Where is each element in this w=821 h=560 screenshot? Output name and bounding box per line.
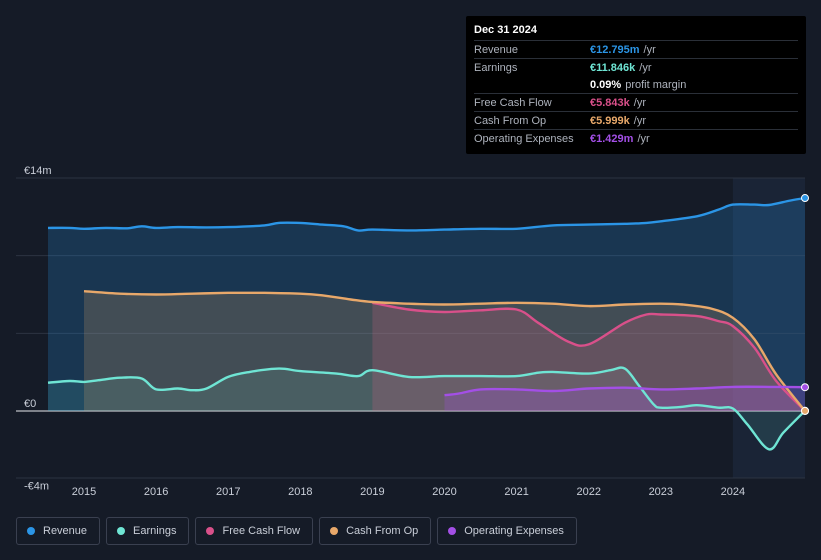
x-tick-label: 2024 [721, 486, 745, 498]
tooltip-unit: /yr [633, 114, 646, 127]
legend-label: Earnings [133, 525, 177, 537]
legend-label: Free Cash Flow [222, 525, 301, 537]
tooltip-unit: /yr [643, 43, 656, 56]
x-tick-label: 2021 [504, 486, 528, 498]
tooltip-panel: Dec 31 2024 Revenue €12.795m /yr Earning… [466, 16, 806, 154]
tooltip-label: Operating Expenses [474, 132, 574, 145]
x-tick-label: 2017 [216, 486, 240, 498]
line-operating-expenses [444, 385, 806, 397]
legend-dot-icon [448, 527, 457, 535]
line-free-cash-flow [372, 301, 806, 412]
legend-opex-button[interactable]: Operating Expenses [437, 517, 577, 545]
tooltip-unit: /yr [639, 61, 652, 74]
x-tick-label: 2016 [144, 486, 168, 498]
end-point-operating-expenses [801, 383, 809, 392]
legend-dot-icon [117, 527, 126, 535]
tooltip-value: €1.429m [590, 132, 634, 145]
tooltip-value: €11.846k [590, 61, 636, 74]
tooltip-value: €12.795m [590, 43, 640, 56]
line-cash-from-op [83, 290, 806, 412]
tooltip-row-cfo: Cash From Op €5.999k /yr [474, 111, 798, 129]
tooltip-value: €5.999k [590, 114, 630, 127]
tooltip-date: Dec 31 2024 [474, 24, 537, 36]
tooltip-unit: profit margin [625, 78, 687, 91]
legend-label: Operating Expenses [464, 525, 564, 537]
legend-label: Cash From Op [346, 525, 419, 537]
x-tick-label: 2020 [432, 486, 456, 498]
tooltip-label: Free Cash Flow [474, 96, 552, 109]
legend-dot-icon [27, 527, 35, 535]
x-tick-label: 2018 [288, 486, 312, 498]
x-tick-label: 2022 [576, 486, 600, 498]
tooltip-row-fcf: Free Cash Flow €5.843k /yr [474, 93, 798, 111]
legend-dot-icon [206, 527, 215, 535]
end-point-revenue [801, 194, 809, 203]
legend-cfo-button[interactable]: Cash From Op [319, 517, 432, 545]
tooltip-value: 0.09% [590, 78, 622, 91]
tooltip-unit: /yr [637, 132, 650, 145]
y-axis-label: -€4m [24, 481, 49, 493]
area-operating-expenses [444, 386, 805, 411]
legend: Revenue Earnings Free Cash Flow Cash Fro… [16, 517, 577, 545]
y-axis-label: €14m [24, 165, 52, 177]
x-tick-label: 2019 [360, 486, 384, 498]
tooltip-row-earnings: Earnings €11.846k /yr [474, 58, 798, 76]
legend-dot-icon [330, 527, 339, 535]
y-axis-label: €0 [24, 398, 36, 410]
end-point-cash-from-op [801, 406, 809, 415]
x-tick-label: 2023 [649, 486, 673, 498]
tooltip-value: €5.843k [590, 96, 630, 109]
tooltip-row-margin: 0.09% profit margin [474, 76, 798, 93]
area-free-cash-flow [372, 302, 805, 411]
legend-revenue-button[interactable]: Revenue [16, 517, 101, 545]
tooltip-label: Cash From Op [474, 114, 547, 127]
tooltip-row-opex: Operating Expenses €1.429m /yr [474, 129, 798, 147]
legend-label: Revenue [43, 525, 88, 537]
x-tick-label: 2015 [72, 486, 96, 498]
area-cash-from-op [84, 291, 805, 411]
line-revenue [47, 196, 806, 232]
tooltip-label: Earnings [474, 61, 518, 74]
tooltip-label: Revenue [474, 43, 519, 56]
legend-earnings-button[interactable]: Earnings [106, 517, 190, 545]
tooltip-unit: /yr [633, 96, 646, 109]
legend-fcf-button[interactable]: Free Cash Flow [195, 517, 314, 545]
line-earnings [47, 366, 806, 451]
tooltip-row-revenue: Revenue €12.795m /yr [474, 40, 798, 58]
